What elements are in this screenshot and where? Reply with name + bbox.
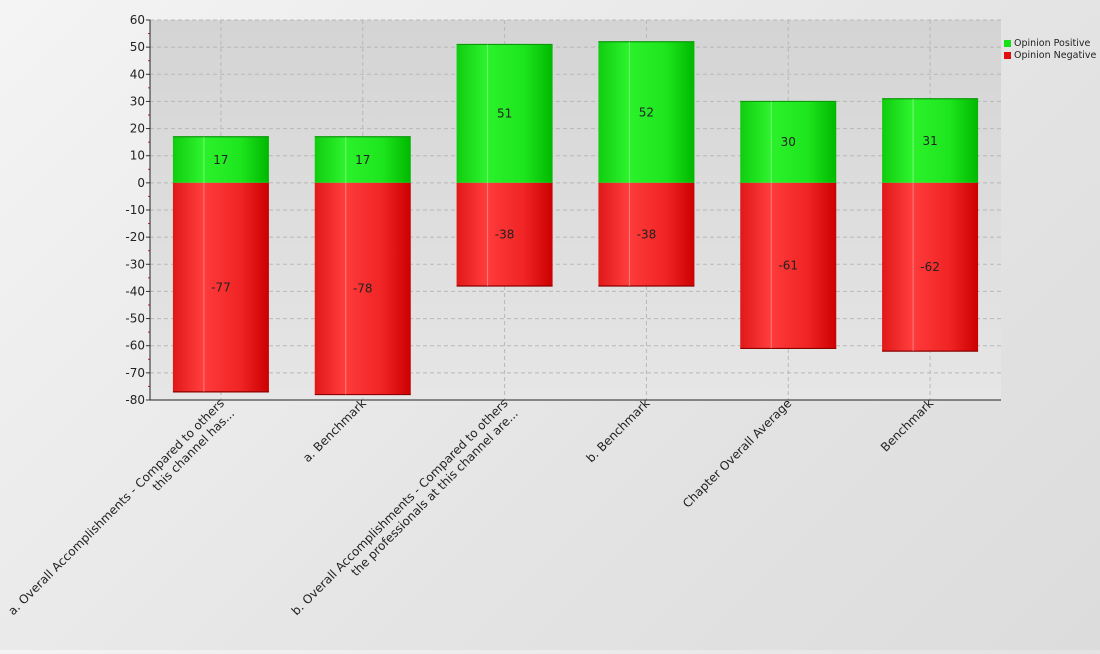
data-label-positive: 17 <box>355 153 370 167</box>
x-tick-label-line: the professionals at this channel are... <box>348 406 521 579</box>
x-tick-label-line: b. Overall Accomplishments - Compared to… <box>289 396 511 618</box>
x-tick-label-line: Benchmark <box>878 396 936 454</box>
bar-positive <box>882 98 979 183</box>
y-tick-label: 10 <box>130 149 145 163</box>
y-tick-label: 30 <box>130 94 145 108</box>
bar-negative <box>740 182 837 349</box>
y-tick-label: 40 <box>130 67 145 81</box>
y-tick-label: -20 <box>125 230 145 244</box>
x-tick-label-line: a. Overall Accomplishments - Compared to… <box>5 396 227 618</box>
bar-negative <box>314 182 411 395</box>
x-tick-label-line: b. Benchmark <box>584 396 653 465</box>
data-label-negative: -61 <box>778 259 798 273</box>
bar-negative <box>598 182 695 286</box>
x-tick-label: a. Overall Accomplishments - Compared to… <box>5 396 237 628</box>
data-label-positive: 31 <box>922 134 937 148</box>
legend-label-positive: Opinion Positive <box>1014 37 1091 49</box>
bar-positive <box>740 101 837 183</box>
y-tick-label: 60 <box>130 13 145 27</box>
y-tick-label: -80 <box>125 393 145 407</box>
legend-item-positive: Opinion Positive <box>1004 37 1096 49</box>
legend-item-negative: Opinion Negative <box>1004 49 1096 61</box>
bar-negative <box>882 182 979 352</box>
legend-label-negative: Opinion Negative <box>1014 49 1097 61</box>
bar-positive <box>598 41 695 183</box>
x-tick-label: Benchmark <box>878 396 936 454</box>
y-tick-label: 20 <box>130 122 145 136</box>
bar-positive <box>314 136 411 183</box>
legend-swatch-negative <box>1004 51 1011 59</box>
data-label-positive: 52 <box>639 105 654 119</box>
y-tick-label: -40 <box>125 284 145 298</box>
data-label-positive: 17 <box>213 153 228 167</box>
x-tick-label: a. Benchmark <box>300 396 369 465</box>
y-tick-label: -50 <box>125 312 145 326</box>
legend-swatch-positive <box>1004 39 1011 47</box>
y-tick-label: 0 <box>137 176 145 190</box>
data-label-negative: -38 <box>637 227 657 241</box>
bar-negative <box>456 182 553 286</box>
bar-negative <box>172 182 269 392</box>
data-label-negative: -62 <box>920 260 940 274</box>
y-tick-label: -60 <box>125 339 145 353</box>
y-tick-label: -10 <box>125 203 145 217</box>
legend: Opinion Positive Opinion Negative <box>1004 37 1096 61</box>
x-tick-label: Chapter Overall Average <box>680 396 794 510</box>
data-label-negative: -38 <box>495 227 515 241</box>
y-tick-label: -70 <box>125 366 145 380</box>
y-tick-label: -30 <box>125 257 145 271</box>
bar-positive <box>172 136 269 183</box>
bar-positive <box>456 44 553 183</box>
data-label-negative: -77 <box>211 280 231 294</box>
x-tick-label-line: Chapter Overall Average <box>680 396 794 510</box>
data-label-positive: 51 <box>497 107 512 121</box>
x-tick-label: b. Benchmark <box>584 396 653 465</box>
y-tick-label: 50 <box>130 40 145 54</box>
data-label-negative: -78 <box>353 282 373 296</box>
x-tick-label-line: a. Benchmark <box>300 396 369 465</box>
data-label-positive: 30 <box>781 135 796 149</box>
